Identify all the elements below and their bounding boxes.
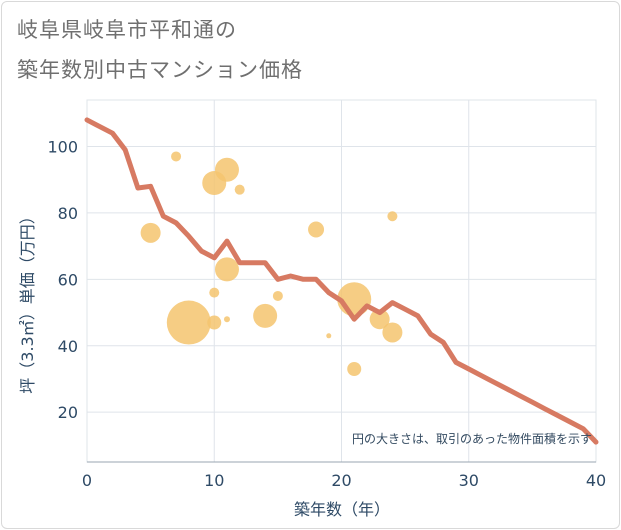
y-tick-label: 20 [58,403,78,422]
chart-title-line-1: 岐阜県岐阜市平和通の [17,18,237,42]
x-tick-label: 0 [82,471,92,490]
x-axis-label: 築年数（年） [294,500,390,519]
y-axis-label: 坪（3.3㎡）単価（万円） [18,208,37,393]
bubble-point [214,157,239,182]
price-trend-line [84,117,599,445]
bubble-point [140,222,161,243]
bubble-point [308,221,325,238]
price-trend-series [84,117,599,445]
y-tick-label: 40 [58,337,78,356]
bubble-point [387,211,398,222]
bubble-point [253,303,278,328]
y-tick-label: 100 [47,137,78,156]
bubble-point [209,287,220,298]
bubble-point [382,322,403,343]
x-tick-label: 20 [331,471,351,490]
bubble-point [272,290,283,301]
bubble-point [207,315,222,330]
bubble-point [234,184,245,195]
bubble-point [223,316,230,323]
y-tick-label: 80 [58,204,78,223]
tick-labels: 0 10 20 30 40 20 40 60 80 100 [47,137,606,490]
x-tick-label: 10 [204,471,224,490]
bubble-point [166,300,211,345]
bubble-point [171,151,182,162]
bubble-point [326,333,332,339]
x-tick-label: 40 [586,471,606,490]
x-tick-label: 30 [459,471,479,490]
bubble-size-note: 円の大きさは、取引のあった物件面積を示す [352,431,592,446]
bubble-point [214,257,239,282]
bubble-point [347,362,362,377]
chart-title-line-2: 築年数別中古マンション価格 [17,58,303,82]
grid-lines [86,100,597,463]
y-tick-label: 60 [58,270,78,289]
bubble-point [369,309,390,330]
